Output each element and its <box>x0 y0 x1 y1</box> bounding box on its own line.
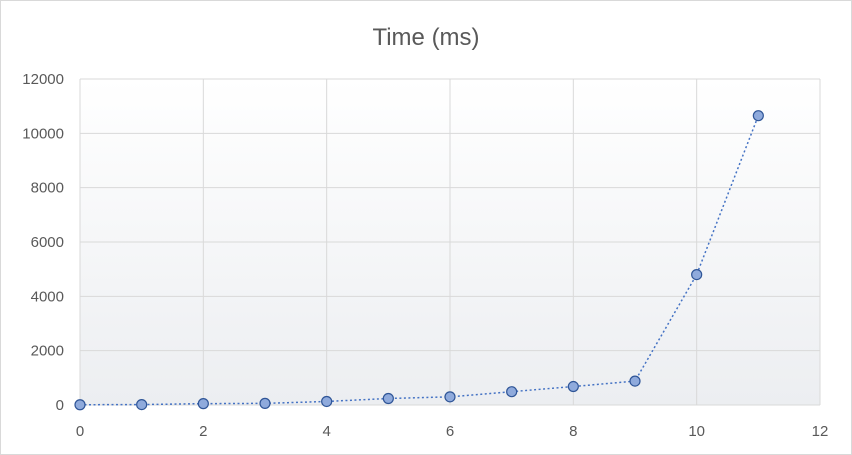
data-point <box>506 386 518 398</box>
data-point <box>74 399 86 411</box>
data-point <box>567 380 579 393</box>
y-tick-label: 2000 <box>31 343 64 360</box>
x-tick-label: 2 <box>199 423 207 440</box>
x-tick-label: 10 <box>688 423 705 440</box>
x-tick-label: 6 <box>446 423 454 440</box>
data-point <box>382 392 394 405</box>
x-tick-label: 0 <box>76 423 84 440</box>
data-point <box>321 395 333 408</box>
y-tick-label: 12000 <box>22 71 64 88</box>
y-tick-label: 0 <box>56 397 64 414</box>
y-tick-label: 8000 <box>31 180 64 197</box>
series-group <box>74 110 764 411</box>
data-point <box>444 391 456 403</box>
y-axis-ticks: 0 2000 4000 6000 8000 10000 12000 <box>22 71 64 414</box>
data-point <box>136 398 148 411</box>
data-point <box>197 398 209 410</box>
y-tick-label: 6000 <box>31 234 64 251</box>
x-tick-label: 12 <box>812 423 829 440</box>
data-point <box>691 269 703 281</box>
data-point <box>752 110 764 122</box>
y-tick-label: 10000 <box>22 125 64 142</box>
data-point <box>259 397 271 409</box>
x-tick-label: 4 <box>322 423 330 440</box>
series-line <box>79 115 760 406</box>
data-point <box>629 375 641 387</box>
x-tick-label: 8 <box>569 423 577 440</box>
y-tick-label: 4000 <box>31 288 64 305</box>
gridlines <box>79 78 821 406</box>
x-axis-ticks: 0 2 4 6 8 10 12 <box>76 423 829 440</box>
chart-title: Time (ms) <box>372 24 479 51</box>
